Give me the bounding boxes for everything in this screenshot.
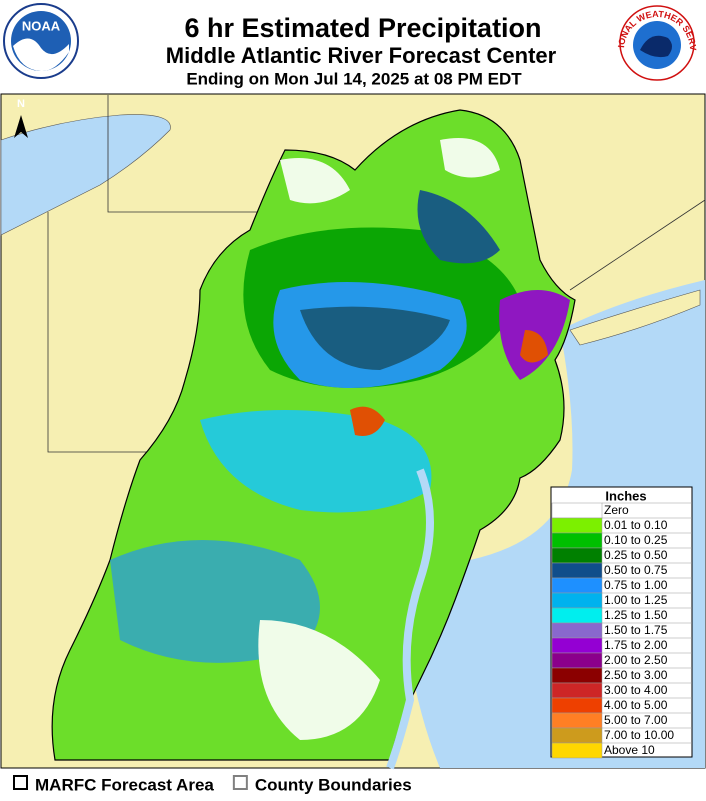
legend-label: 7.00 to 10.00 [604,728,674,742]
legend-label: 1.00 to 1.25 [604,593,668,607]
legend-label: 1.25 to 1.50 [604,608,668,622]
legend-swatch [551,577,603,594]
legend-label: 0.01 to 0.10 [604,518,668,532]
north-label: N [17,98,25,110]
legend-label: 5.00 to 7.00 [604,713,668,727]
footer-label: MARFC Forecast Area [35,775,214,794]
footer: MARFC Forecast Area County Boundaries [13,775,412,794]
noaa-logo: NOAA [3,3,79,79]
legend-swatch [551,637,603,654]
legend-label: 1.50 to 1.75 [604,623,668,637]
legend-swatch [551,562,603,579]
bay [386,468,434,770]
legend-swatch [551,667,603,684]
north-arrow: N [14,98,28,138]
legend-swatch [551,742,603,759]
precip-areas [110,138,570,740]
legend-swatch [551,547,603,564]
legend-swatch [551,592,603,609]
footer-swatch [232,775,248,790]
legend-label: 1.75 to 2.00 [604,638,668,652]
lake [0,114,171,236]
legend-label: 2.50 to 3.00 [604,668,668,682]
legend-label: 0.10 to 0.25 [604,533,668,547]
legend-label: 4.00 to 5.00 [604,698,668,712]
legend-swatch [551,682,603,699]
footer-label: County Boundaries [255,775,412,794]
legend-swatch [551,727,603,744]
legend-swatch [551,607,603,624]
legend-label: 0.75 to 1.00 [604,578,668,592]
legend-label: Zero [604,503,629,517]
legend-swatch [551,502,603,519]
legend-swatch [551,532,603,549]
legend-label: 3.00 to 4.00 [604,683,668,697]
title: 6 hr Estimated Precipitation [184,13,541,43]
legend-label: 0.50 to 0.75 [604,563,668,577]
legend-swatch [551,697,603,714]
legend-swatch [551,622,603,639]
legend-swatch [551,712,603,729]
legend-label: 0.25 to 0.50 [604,548,668,562]
legend-title: Inches [605,488,646,503]
legend-label: 2.00 to 2.50 [604,653,668,667]
valid-time: Ending on Mon Jul 14, 2025 at 08 PM EDT [186,69,522,88]
legend-label: Above 10 [604,743,655,757]
header-bg [0,0,706,94]
logo-text: NOAA [22,18,61,33]
legend-swatch [551,517,603,534]
footer-swatch [13,775,28,790]
subtitle: Middle Atlantic River Forecast Center [166,43,557,68]
long-island [569,289,701,346]
legend-swatch [551,652,603,669]
